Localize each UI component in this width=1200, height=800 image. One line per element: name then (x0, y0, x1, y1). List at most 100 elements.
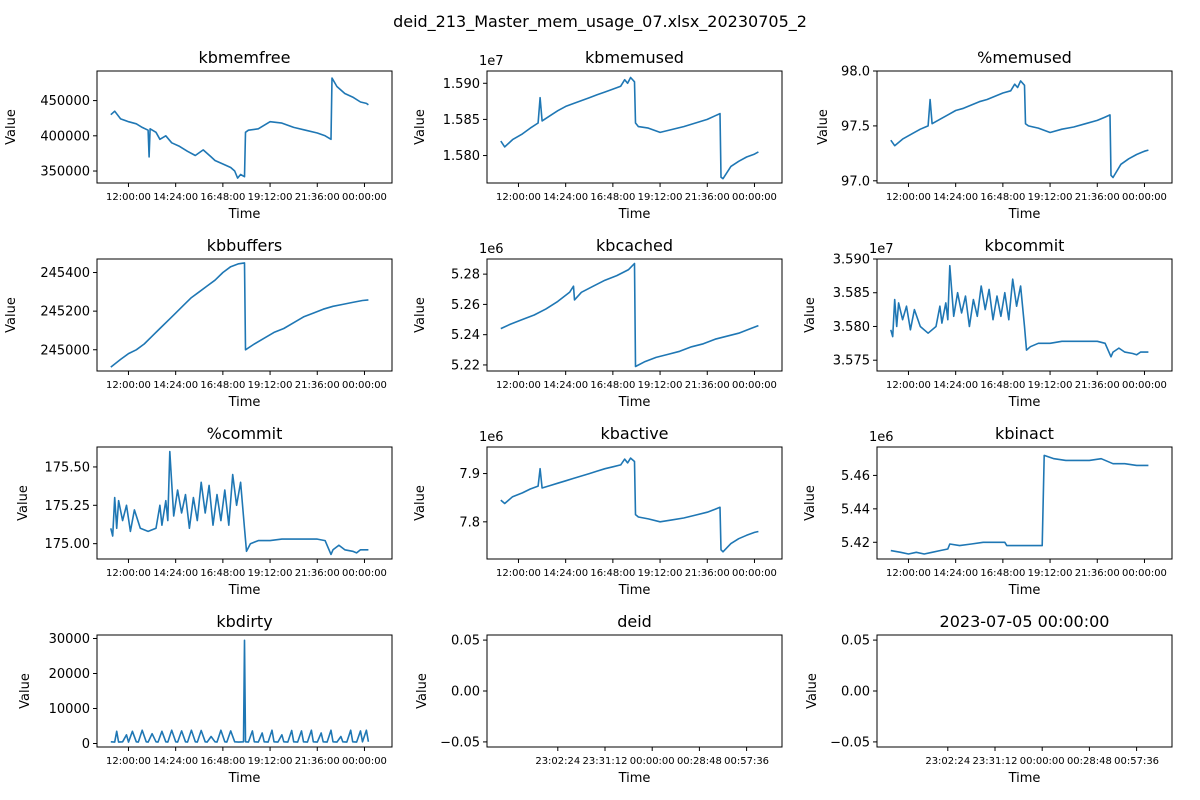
axes-frame (876, 258, 1173, 372)
y-tick-label: 450000 (40, 94, 90, 109)
subplot-0: kbmemfree 12:00:00 14:24:00 16:48:00 19:12:0… (4, 48, 393, 222)
subplot-10: deid 23:02:24 23:31:12 00:00:00 00:28:48 00:5… (415, 612, 783, 786)
x-tick-label: 12:00:00 (886, 568, 931, 579)
axes-frame (486, 70, 783, 184)
x-tick-label: 16:48:00 (980, 380, 1025, 391)
y-tick-label: 5.22 (451, 358, 480, 373)
y-axis-label: Value (413, 297, 428, 333)
y-axis-label: Value (805, 673, 820, 709)
axes-frame (96, 446, 393, 560)
y-tick-label: 350000 (40, 165, 90, 180)
y-tick-label: 3.590 (833, 253, 870, 268)
x-axis-label: Time (228, 207, 261, 222)
subplot-6: %commit 12:00:00 14:24:00 16:48:00 19:12:00 2… (16, 424, 393, 598)
x-tick-label: 12:00:00 (106, 192, 151, 203)
y-axis-label: Value (18, 673, 33, 709)
y-tick-label: 0.00 (451, 685, 480, 700)
y-tick-label: 3.575 (833, 354, 870, 369)
y-offset-label: 1e6 (479, 430, 504, 445)
y-tick-label: 245000 (40, 343, 90, 358)
x-tick-label: 16:48:00 (590, 380, 635, 391)
x-tick-label: 00:00:00 (342, 568, 387, 579)
y-tick-label: 5.42 (841, 536, 870, 551)
x-tick-label: 16:48:00 (590, 568, 635, 579)
series-line (500, 457, 759, 553)
y-tick-label: 1.585 (443, 113, 480, 128)
subplot-title: %memused (977, 48, 1072, 67)
x-tick-label: 00:57:36 (724, 756, 769, 767)
x-axis-label: Time (228, 771, 261, 786)
y-tick-label: 20000 (49, 667, 90, 682)
subplot-title: kbcommit (985, 236, 1065, 255)
subplot-2: %memused 12:00:00 14:24:00 16:48:00 19:12:00… (816, 48, 1173, 222)
y-tick-label: 175.50 (45, 460, 91, 475)
y-axis-label: Value (415, 673, 430, 709)
subplot-title: deid (617, 612, 652, 631)
x-axis-label: Time (1008, 395, 1041, 410)
x-tick-label: 00:00:00 (1122, 192, 1167, 203)
x-tick-label: 23:31:12 (973, 756, 1018, 767)
series-line (500, 262, 759, 368)
subplot-7: kbactive 12:00:00 14:24:00 16:48:00 19:12:00… (413, 424, 783, 598)
x-tick-label: 21:36:00 (1075, 380, 1120, 391)
series-line (110, 450, 369, 556)
x-tick-label: 19:12:00 (638, 380, 683, 391)
series-line (500, 76, 759, 180)
x-tick-label: 00:28:48 (1067, 756, 1112, 767)
y-tick-label: 5.26 (451, 298, 480, 313)
y-tick-label: 97.5 (841, 119, 870, 134)
subplot-title: kbinact (995, 424, 1054, 443)
x-tick-label: 14:24:00 (153, 192, 198, 203)
axes-frame (486, 446, 783, 560)
y-axis-label: Value (803, 297, 818, 333)
x-tick-label: 00:00:00 (1020, 756, 1065, 767)
y-tick-label: 3.585 (833, 286, 870, 301)
x-tick-label: 12:00:00 (106, 380, 151, 391)
y-tick-label: 5.44 (841, 502, 870, 517)
x-tick-label: 14:24:00 (933, 380, 978, 391)
x-axis-label: Time (1008, 583, 1041, 598)
x-tick-label: 00:00:00 (630, 756, 675, 767)
x-axis-label: Time (618, 583, 651, 598)
x-axis-label: Time (228, 583, 261, 598)
x-tick-label: 16:48:00 (200, 380, 245, 391)
y-tick-label: 97.0 (841, 174, 870, 189)
y-axis-label: Value (803, 485, 818, 521)
series-line (890, 264, 1149, 358)
subplot-title: kbbuffers (207, 236, 283, 255)
x-axis-label: Time (618, 771, 651, 786)
series-line (890, 454, 1149, 555)
x-tick-label: 19:12:00 (248, 756, 293, 767)
x-tick-label: 16:48:00 (200, 568, 245, 579)
x-tick-label: 21:36:00 (685, 380, 730, 391)
y-tick-label: 30000 (49, 632, 90, 647)
x-tick-label: 00:00:00 (1122, 568, 1167, 579)
x-tick-label: 14:24:00 (543, 192, 588, 203)
series-line (110, 262, 369, 368)
subplot-title: %commit (207, 424, 283, 443)
y-offset-label: 1e6 (479, 242, 504, 257)
x-tick-label: 00:28:48 (677, 756, 722, 767)
subplot-title: kbmemused (585, 48, 684, 67)
x-tick-label: 14:24:00 (153, 380, 198, 391)
subplot-title: kbcached (596, 236, 673, 255)
x-tick-label: 19:12:00 (638, 568, 683, 579)
subplot-title: 2023-07-05 00:00:00 (940, 612, 1110, 631)
x-tick-label: 00:00:00 (342, 380, 387, 391)
x-tick-label: 19:12:00 (248, 568, 293, 579)
x-tick-label: 21:36:00 (295, 380, 340, 391)
axes-frame (486, 258, 783, 372)
subplot-5: kbcommit 12:00:00 14:24:00 16:48:00 19:12:00… (803, 236, 1173, 410)
x-tick-label: 23:02:24 (925, 756, 970, 767)
x-tick-label: 16:48:00 (980, 568, 1025, 579)
y-axis-label: Value (816, 109, 831, 145)
subplot-4: kbcached 12:00:00 14:24:00 16:48:00 19:12:00… (413, 236, 783, 410)
y-tick-label: 0.05 (841, 634, 870, 649)
x-tick-label: 19:12:00 (1028, 192, 1073, 203)
axes-frame (876, 446, 1173, 560)
y-tick-label: 245400 (40, 266, 90, 281)
x-tick-label: 16:48:00 (590, 192, 635, 203)
y-tick-label: 1.580 (443, 149, 480, 164)
